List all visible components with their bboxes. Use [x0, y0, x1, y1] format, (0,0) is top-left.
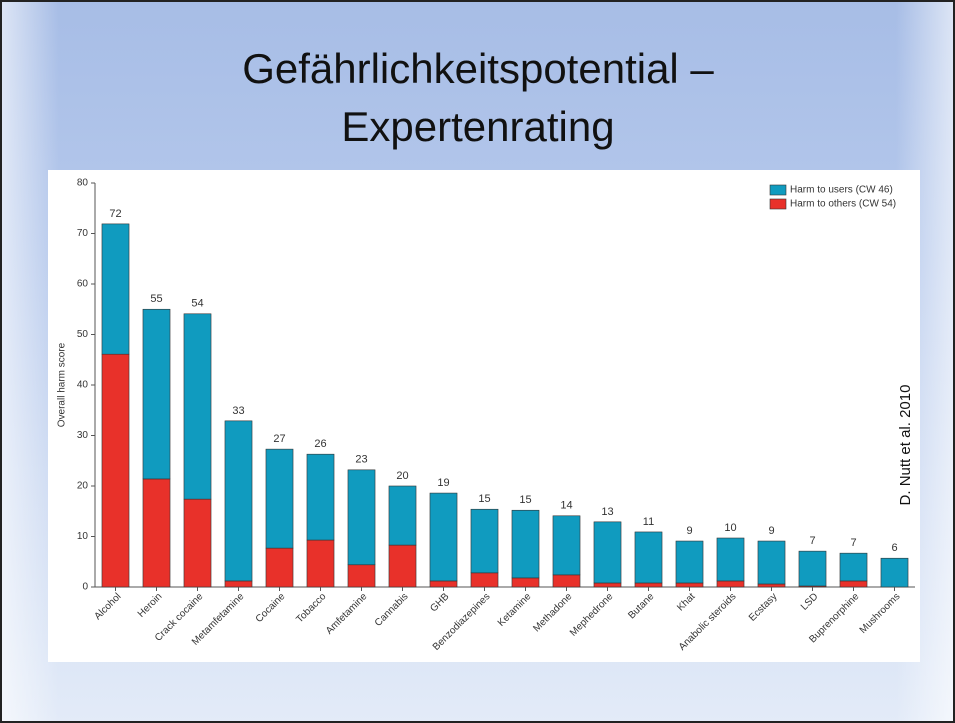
bar-segment [265, 448, 294, 549]
bar-segment [839, 580, 868, 588]
legend-label: Harm to others (CW 54) [790, 199, 896, 210]
total-label: 54 [191, 298, 203, 310]
legend-swatch [769, 198, 787, 210]
bar-segment [798, 550, 827, 587]
bar-segment [675, 582, 704, 588]
total-label: 27 [273, 433, 285, 445]
y-tick-label: 10 [77, 531, 89, 542]
bar-segment [757, 540, 786, 585]
total-label: 26 [314, 438, 326, 450]
total-label: 72 [109, 208, 121, 220]
bar-segment [306, 539, 335, 588]
slide-title: Expertenrating [341, 103, 614, 150]
total-label: 14 [560, 500, 572, 512]
bar-segment [224, 580, 253, 588]
total-label: 23 [355, 454, 367, 466]
y-tick-label: 80 [77, 178, 89, 189]
bar-segment [142, 478, 171, 588]
annotation: D. Nutt et al. 2010 [897, 385, 914, 506]
bar-segment [552, 515, 581, 576]
total-label: 13 [601, 506, 613, 518]
bar-segment [224, 420, 253, 582]
legend-swatch [769, 184, 787, 196]
slide-title: Gefährlichkeitspotential – [242, 45, 714, 92]
total-label: 7 [850, 537, 856, 549]
bar-segment [306, 453, 335, 541]
bar-segment [388, 544, 417, 588]
bar-segment [429, 580, 458, 588]
bar-segment [593, 521, 622, 584]
bar-segment [183, 313, 212, 500]
bar-segment [511, 577, 540, 588]
y-tick-label: 20 [77, 481, 89, 492]
bar-segment [716, 580, 745, 588]
bar-segment [552, 574, 581, 588]
total-label: 10 [724, 522, 736, 534]
bar-segment [757, 583, 786, 588]
bar-segment [675, 540, 704, 584]
bar-segment [347, 469, 376, 566]
bar-segment [839, 552, 868, 582]
bar-segment [142, 308, 171, 480]
y-tick-label: 60 [77, 279, 89, 290]
bar-segment [511, 509, 540, 579]
total-label: 6 [891, 542, 897, 554]
bar-segment [265, 547, 294, 588]
bar-segment [470, 572, 499, 588]
bar-segment [634, 582, 663, 588]
total-label: 33 [232, 405, 244, 417]
bar-segment [429, 492, 458, 582]
bar-segment [101, 353, 130, 588]
bar-segment [880, 557, 909, 588]
total-label: 20 [396, 470, 408, 482]
bar-segment [347, 564, 376, 588]
total-label: 15 [519, 494, 531, 506]
total-label: 9 [768, 525, 774, 537]
bar-segment [593, 582, 622, 588]
y-tick-label: 50 [77, 329, 89, 340]
total-label: 19 [437, 477, 449, 489]
bar-segment [183, 498, 212, 588]
legend-label: Harm to users (CW 46) [790, 185, 893, 196]
total-label: 9 [686, 525, 692, 537]
total-label: 55 [150, 293, 162, 305]
bar-segment [470, 508, 499, 574]
bar-segment [634, 531, 663, 584]
y-tick-label: 30 [77, 430, 89, 441]
y-tick-label: 70 [77, 228, 89, 239]
y-tick-label: 0 [82, 582, 88, 593]
y-tick-label: 40 [77, 380, 89, 391]
bar-segment [716, 537, 745, 582]
total-label: 15 [478, 493, 490, 505]
bar-segment [388, 485, 417, 546]
total-label: 11 [643, 516, 654, 528]
y-axis-label: Overall harm score [57, 342, 68, 427]
total-label: 7 [809, 535, 815, 547]
bar-segment [101, 223, 130, 355]
